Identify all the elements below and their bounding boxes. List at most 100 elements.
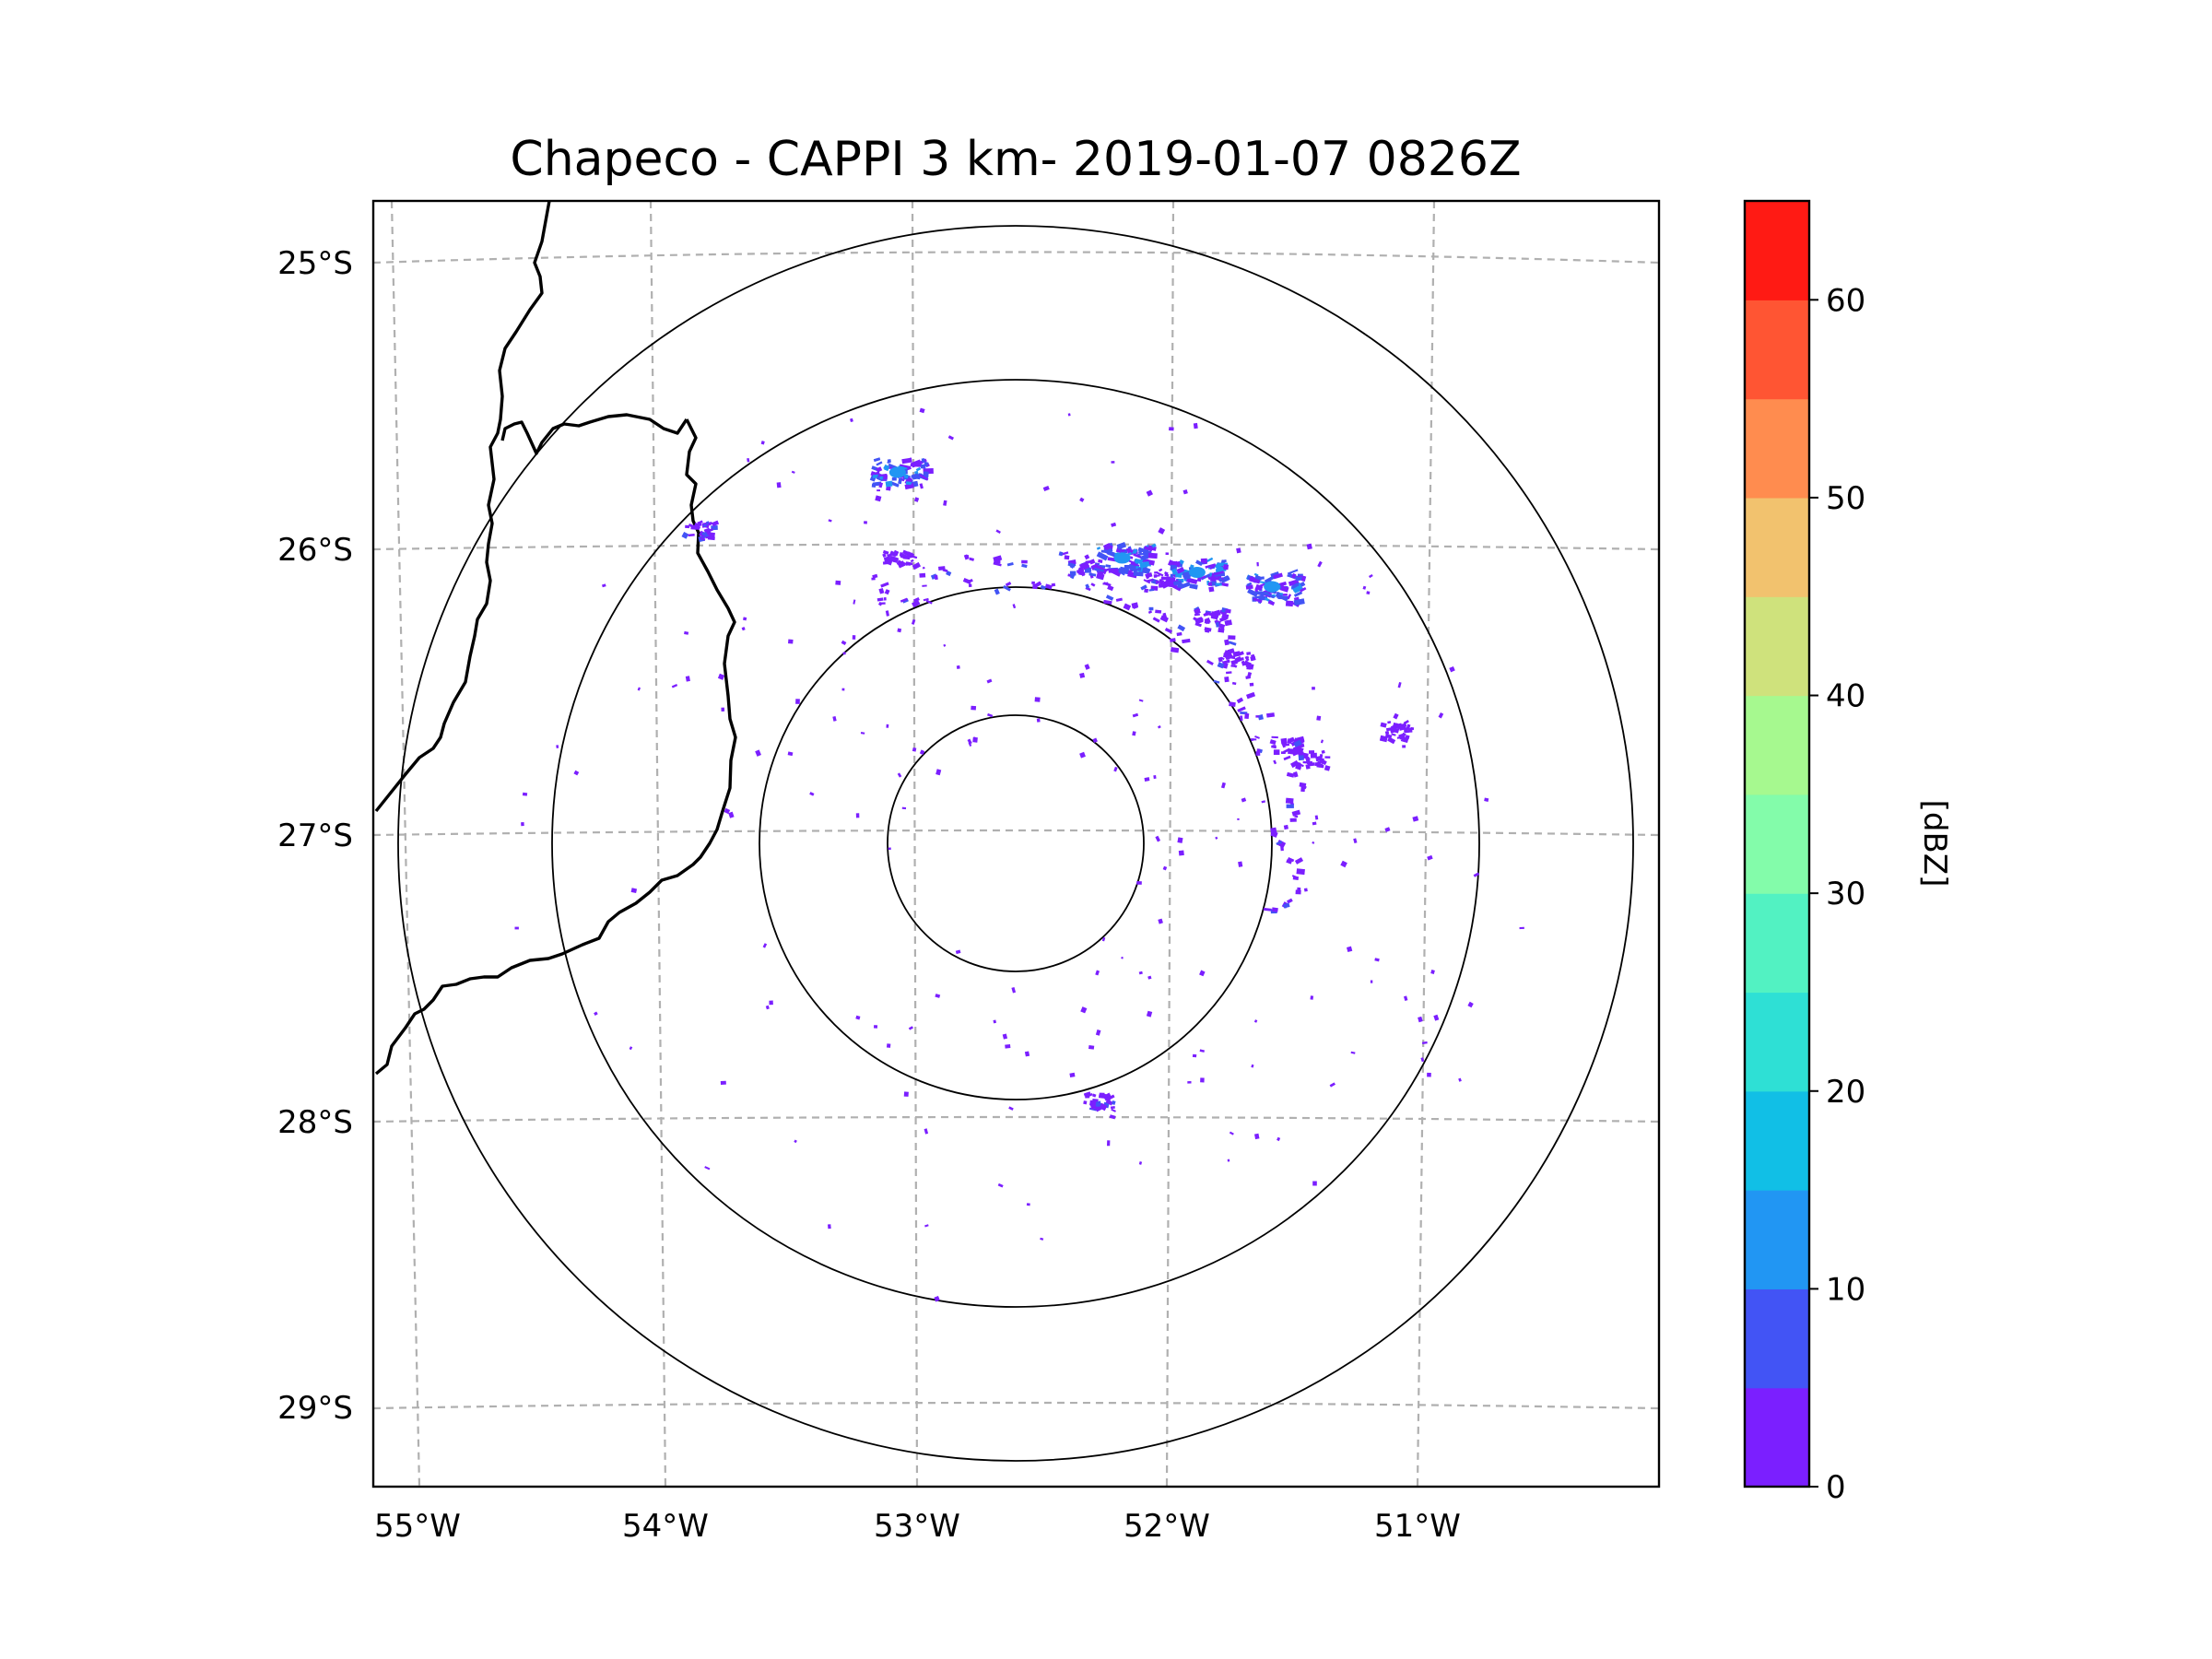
echo-pixel xyxy=(828,519,832,523)
echo-pixel xyxy=(1288,579,1299,587)
echo-pixel xyxy=(884,557,890,561)
echo-pixel xyxy=(860,732,865,735)
echo-pixel xyxy=(1133,571,1144,577)
echo-pixel xyxy=(841,688,845,691)
echo-pixel xyxy=(721,707,725,712)
echo-pixel xyxy=(1153,775,1157,780)
echo-pixel xyxy=(1369,573,1373,579)
echo-pixel xyxy=(1273,749,1280,755)
echo-pixel xyxy=(1374,958,1380,962)
echo-pixel xyxy=(1265,592,1276,599)
echo-pixel xyxy=(1427,1072,1431,1077)
echo-pixel xyxy=(514,926,519,930)
echo-pixel xyxy=(743,617,747,621)
state-borders xyxy=(374,201,737,1076)
echo-pixel xyxy=(1306,543,1312,550)
echo-pixel xyxy=(1215,582,1222,586)
echo-pixel xyxy=(1266,712,1276,718)
echo-pixel xyxy=(708,523,712,526)
echo-pixel xyxy=(1171,568,1178,575)
echo-pixel xyxy=(973,736,976,740)
echo-pixel xyxy=(1253,597,1263,604)
echo-pixel xyxy=(1246,582,1253,587)
echo-pixel xyxy=(1115,597,1123,602)
echo-pixel xyxy=(671,684,678,688)
range-ring-3 xyxy=(551,379,1480,1308)
echo-pixel xyxy=(1036,718,1041,723)
echo-pixel xyxy=(902,555,911,560)
echo-pixel xyxy=(886,486,891,491)
echo-pixel xyxy=(1267,600,1276,606)
echo-pixel xyxy=(1208,586,1215,593)
echo-pixel xyxy=(994,559,1001,564)
echo-pixel xyxy=(1169,638,1176,642)
echo-pixel xyxy=(700,536,706,541)
echo-pixel xyxy=(693,523,701,530)
echo-pixel xyxy=(1219,575,1230,583)
echo-pixel xyxy=(942,568,948,572)
echo-pixel xyxy=(1064,555,1070,560)
echo-pixel xyxy=(1084,554,1090,560)
echo-pixel xyxy=(1084,567,1091,573)
echo-pixel xyxy=(1132,712,1139,718)
echo-pixel xyxy=(1194,622,1202,628)
echo-pixel xyxy=(1290,582,1300,590)
echo-pixel xyxy=(1295,889,1301,895)
echo-pixel xyxy=(1391,733,1396,736)
echo-pixel xyxy=(1095,1101,1100,1107)
echo-pixel xyxy=(1340,860,1347,868)
echo-pixel xyxy=(1094,567,1105,572)
echo-pixel xyxy=(873,1025,878,1029)
echo-pixel xyxy=(1088,1045,1095,1050)
echo-pixel xyxy=(1206,611,1214,617)
echo-pixel xyxy=(1138,699,1144,702)
echo-pixel xyxy=(935,769,942,776)
echo-pixel xyxy=(791,470,795,474)
echo-pixel xyxy=(1182,488,1188,495)
echo-pixel xyxy=(1152,617,1160,623)
echo-pixel xyxy=(1067,562,1076,568)
lat-label-27: 27°S xyxy=(277,818,353,854)
echo-pixel xyxy=(1147,975,1152,980)
echo-pixel xyxy=(1159,568,1163,572)
echo-pixel xyxy=(704,1166,711,1171)
echo-pixel xyxy=(1076,568,1085,574)
echo-pixel xyxy=(1255,751,1261,756)
echo-pixel xyxy=(901,806,907,810)
echo-pixel xyxy=(1096,572,1105,581)
echo-pixel xyxy=(1324,756,1331,759)
echo-pixel xyxy=(1098,559,1103,563)
echo-pixel xyxy=(890,481,900,488)
colorbar-segment xyxy=(1745,201,1809,300)
echo-pixel xyxy=(1099,1102,1108,1112)
echo-pixel xyxy=(1300,575,1307,582)
echo-pixel xyxy=(1040,584,1047,590)
echo-pixel xyxy=(1109,1114,1116,1120)
echo-pixel xyxy=(1458,1077,1462,1082)
echo-pixel xyxy=(702,524,707,527)
graticule-lat-28 xyxy=(373,1115,1659,1124)
echo-pixel xyxy=(1079,751,1086,759)
map-frame xyxy=(371,199,1661,1488)
echo-pixel xyxy=(1213,679,1220,684)
echo-pixel xyxy=(1321,749,1325,754)
echo-pixel xyxy=(1138,548,1143,555)
echo-pixel xyxy=(681,531,689,539)
echo-pixel xyxy=(1006,562,1014,567)
echo-pixel xyxy=(1113,766,1118,772)
echo-pixel xyxy=(1286,859,1292,865)
echo-pixel xyxy=(1139,552,1151,562)
echo-pixel xyxy=(1277,1136,1281,1142)
echo-pixel xyxy=(934,1296,940,1302)
echo-pixel xyxy=(872,573,878,579)
graticule-lat-29 xyxy=(373,1401,1659,1410)
echo-pixel xyxy=(915,466,922,472)
lat-label-28: 28°S xyxy=(277,1104,353,1141)
echo-pixel xyxy=(1195,559,1204,567)
echo-pixel xyxy=(1138,1161,1143,1165)
echo-pixel xyxy=(887,553,893,559)
echo-pixel xyxy=(1140,584,1147,591)
echo-pixel xyxy=(1005,1043,1011,1049)
echo-pixel xyxy=(1396,735,1403,739)
echo-pixel xyxy=(1290,759,1300,769)
